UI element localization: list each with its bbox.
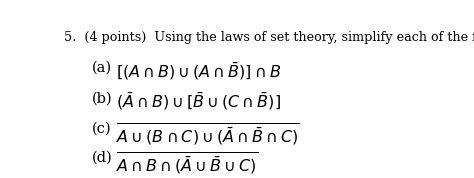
Text: $\overline{A\cap B\cap(\bar{A}\cup\bar{B}\cup C)}$: $\overline{A\cap B\cap(\bar{A}\cup\bar{B… [116,151,258,176]
Text: (c): (c) [92,122,112,136]
Text: (d): (d) [92,151,113,165]
Text: $\overline{A\cup(B\cap C)\cup(\bar{A}\cap\bar{B}\cap C)}$: $\overline{A\cup(B\cap C)\cup(\bar{A}\ca… [116,122,300,147]
Text: 5.  (4 points)  Using the laws of set theory, simplify each of the following:: 5. (4 points) Using the laws of set theo… [64,31,474,44]
Text: (a): (a) [92,60,112,74]
Text: $[(A\cap B)\cup(A\cap\bar{B})]\cap B$: $[(A\cap B)\cup(A\cap\bar{B})]\cap B$ [116,60,281,82]
Text: $(\bar{A}\cap B)\cup[\bar{B}\cup(C\cap\bar{B})]$: $(\bar{A}\cap B)\cup[\bar{B}\cup(C\cap\b… [116,91,281,112]
Text: (b): (b) [92,91,113,105]
